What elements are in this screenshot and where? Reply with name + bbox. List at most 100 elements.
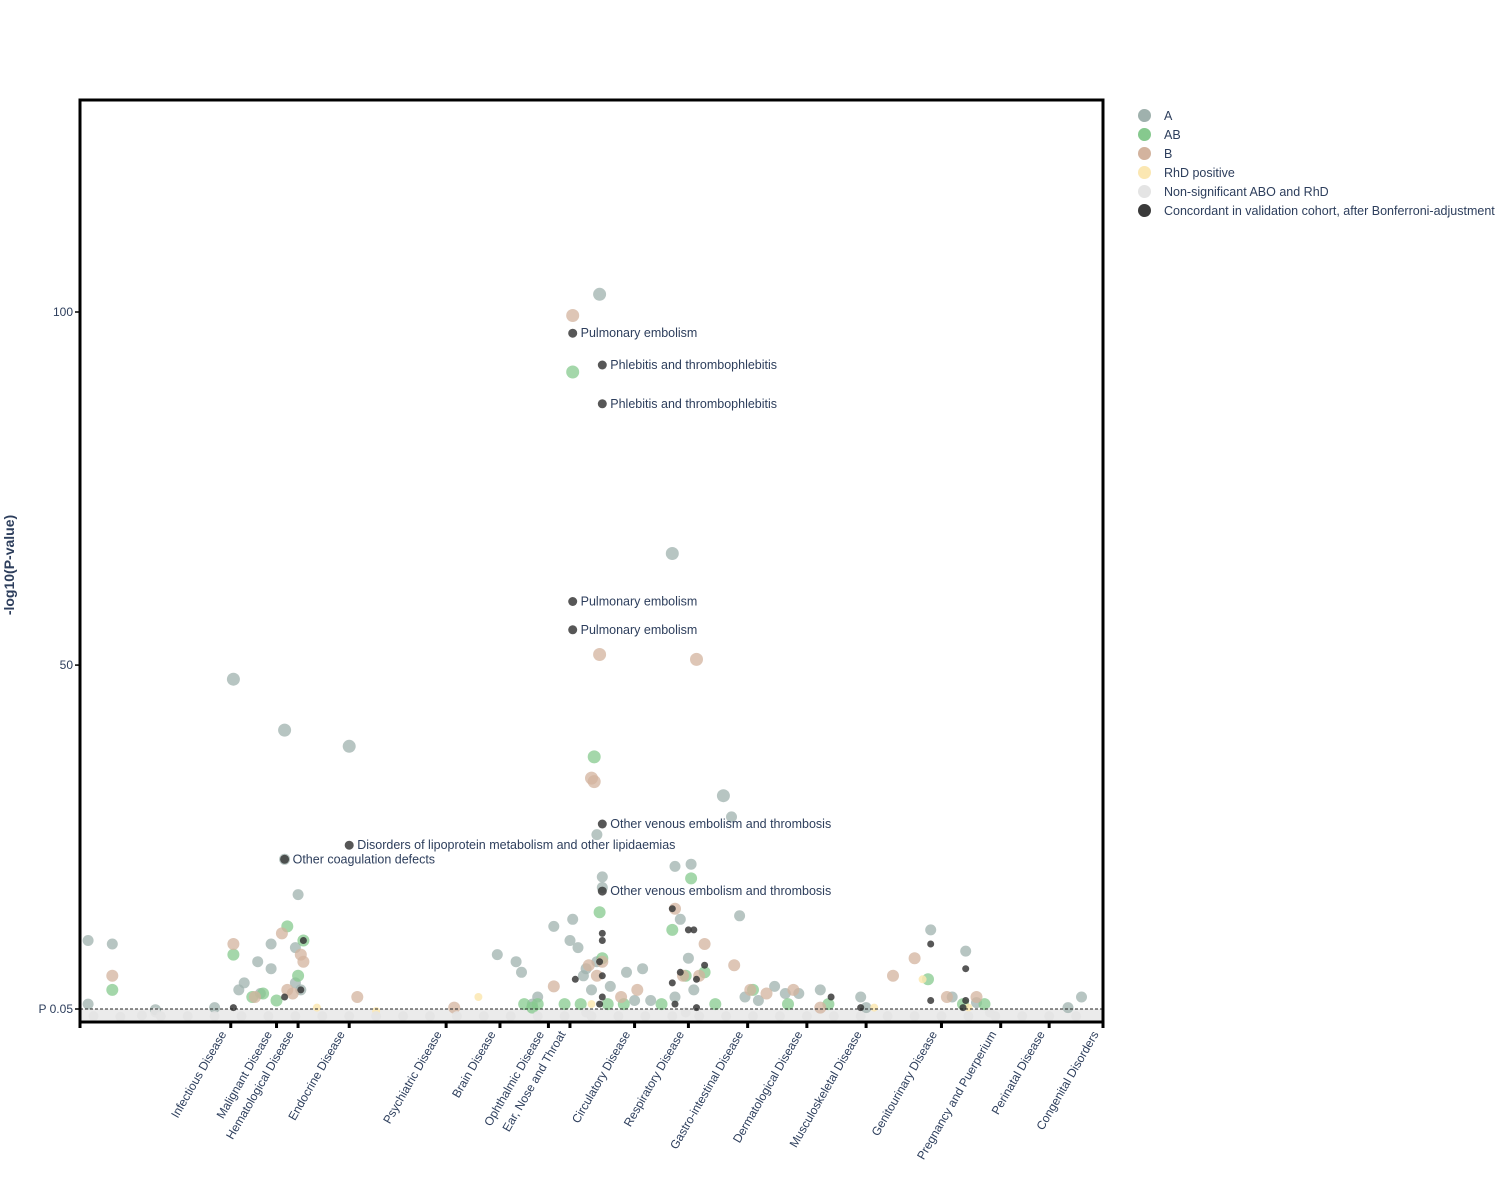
point-ab-23 [574,998,587,1011]
annotation-7: Other coagulation defects [293,852,435,866]
point-ns-2 [136,1010,147,1021]
legend-swatch-a [1138,109,1151,122]
point-a-50 [960,945,972,957]
point-a-36 [674,913,686,925]
point-ns-37 [1071,1011,1082,1022]
point-c-30 [857,1004,865,1012]
point-ns-15 [478,1011,489,1022]
legend-swatch-ab [1138,128,1151,141]
point-a-19 [548,920,560,932]
point-c-32 [927,997,935,1004]
point-a-46 [855,991,867,1003]
point-c-14 [598,937,606,944]
point-ab-24 [601,998,614,1011]
point-b-27 [940,991,953,1003]
point-c-12 [597,886,607,896]
point-ns-33 [963,1011,974,1022]
point-b-23 [787,983,800,996]
annotation-2: Phlebitis and thrombophlebitis [610,397,777,411]
point-ns-28 [828,1011,839,1022]
point-b-2 [275,927,288,940]
point-a-9 [278,723,292,737]
point-a-63 [209,1002,221,1014]
point-a-20 [564,935,576,946]
point-b-18 [690,652,703,666]
point-b-0 [106,969,119,982]
legend-label-concordant: Concordant in validation cohort, after B… [1164,203,1495,218]
point-b-14 [615,991,628,1003]
point-a-15 [342,739,356,753]
point-c-7 [597,360,607,370]
y-tick-label-2: 100 [53,305,73,319]
point-c-24 [690,926,698,934]
point-b-15 [631,983,644,996]
point-a-40 [726,811,737,823]
legend-swatch-non-significant [1138,185,1151,198]
point-c-11 [597,819,607,829]
point-a-32 [637,963,649,975]
point-ns-22 [667,1011,678,1022]
point-a-28 [593,287,607,301]
point-c-3 [299,937,307,944]
x-category-label-8: Circulatory Disease [569,1028,633,1125]
point-c-27 [671,1000,679,1008]
point-ns-0 [88,1011,99,1022]
legend: A AB B RhD positive Non-significant ABO … [1136,106,1495,220]
point-c-2 [297,986,305,994]
point-ab-22 [558,998,571,1011]
point-a-45 [814,984,826,996]
point-ab-4 [292,969,305,982]
point-ns-39 [581,1007,592,1018]
point-a-2 [106,938,118,950]
point-rhd-6 [312,1003,321,1012]
point-ns-23 [694,1011,705,1022]
point-a-35 [669,991,681,1003]
point-a-38 [685,858,697,870]
point-b-24 [814,1001,827,1014]
x-category-label-13: Genitourinary Disease [869,1028,941,1138]
annotations: Pulmonary embolism Phlebitis and thrombop… [293,326,832,898]
point-ns-36 [1044,1011,1055,1022]
point-a-59 [645,995,657,1006]
annotation-1: Phlebitis and thrombophlebitis [610,358,777,372]
point-a-61 [752,995,764,1006]
point-b-28 [582,959,595,972]
y-axis-label: -log10(P-value) [1,515,17,615]
point-a-47 [860,1002,872,1014]
y-tick-label-1: 50 [60,658,74,672]
point-a-48 [925,924,937,936]
x-category-label-5: Brain Disease [449,1028,499,1100]
point-ns-1 [115,1011,126,1022]
point-c-35 [959,1004,967,1012]
annotation-4: Pulmonary embolism [581,623,698,637]
point-ns-8 [290,1011,301,1022]
point-ab-17 [782,998,794,1011]
point-c-22 [676,968,684,976]
point-rhd-3 [870,1003,879,1012]
point-rhd-1 [474,993,483,1001]
point-c-8 [597,399,607,409]
point-ns-18 [559,1011,570,1022]
point-c-9 [568,597,578,606]
point-b-22 [760,987,773,1000]
point-ns-31 [909,1011,920,1022]
point-ns-25 [748,1011,758,1022]
point-c-21 [668,905,676,913]
point-ab-10 [593,906,606,919]
point-b-1 [227,938,240,950]
point-ns-7 [263,1011,274,1022]
point-ns-40 [680,1007,691,1018]
point-rhd-4 [918,975,927,984]
legend-label-rhd: RhD positive [1164,165,1235,180]
annotation-3: Pulmonary embolism [581,595,698,609]
point-c-26 [701,961,709,969]
point-a-34 [669,860,681,872]
point-ab-9 [587,750,601,764]
point-ns-13 [425,1011,435,1022]
annotation-8: Other venous embolism and thrombosis [610,884,831,898]
point-ns-14 [451,1011,462,1022]
point-ns-10 [344,1011,355,1022]
point-ns-29 [855,1011,866,1022]
legend-item-non-significant: Non-significant ABO and RhD [1136,182,1495,201]
